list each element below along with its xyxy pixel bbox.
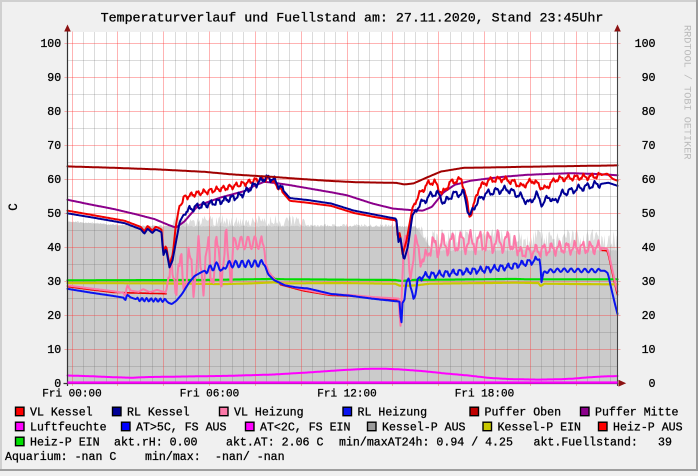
- svg-text:min/maxAT24h: 0.94 / 4.25: min/maxAT24h: 0.94 / 4.25: [339, 437, 513, 450]
- svg-text:Kessel-P EIN: Kessel-P EIN: [498, 422, 582, 435]
- svg-text:100: 100: [40, 38, 61, 51]
- svg-text:40: 40: [47, 242, 61, 255]
- svg-text:akt.AT: 2.06 C: akt.AT: 2.06 C: [226, 437, 323, 450]
- svg-text:Puffer Oben: Puffer Oben: [485, 407, 562, 420]
- svg-text:-nan/ -nan: -nan/ -nan: [215, 451, 285, 464]
- svg-text:Heiz-P AUS: Heiz-P AUS: [613, 422, 683, 435]
- svg-text:0: 0: [54, 378, 61, 391]
- svg-text:VL Heizung: VL Heizung: [234, 407, 304, 420]
- svg-text:70: 70: [642, 140, 656, 153]
- svg-text:70: 70: [47, 140, 61, 153]
- svg-text:Fri 00:00: Fri 00:00: [42, 389, 101, 401]
- svg-text:RL Kessel: RL Kessel: [127, 407, 190, 420]
- svg-text:Puffer Mitte: Puffer Mitte: [595, 407, 679, 420]
- svg-text:60: 60: [642, 174, 656, 187]
- svg-text:10: 10: [47, 344, 61, 357]
- svg-text:10: 10: [642, 344, 656, 357]
- svg-text:Kessel-P AUS: Kessel-P AUS: [382, 422, 466, 435]
- svg-text:min/max:: min/max:: [145, 451, 201, 464]
- svg-text:akt.rH: 0.00: akt.rH: 0.00: [114, 437, 198, 450]
- svg-text:VL Kessel: VL Kessel: [30, 407, 93, 420]
- svg-text:30: 30: [642, 276, 656, 289]
- svg-text:C: C: [7, 203, 21, 211]
- svg-text:80: 80: [47, 106, 61, 119]
- svg-text:Fri 12:00: Fri 12:00: [317, 389, 376, 401]
- svg-text:akt.Fuellstand:: akt.Fuellstand:: [534, 437, 638, 450]
- svg-text:50: 50: [642, 208, 656, 221]
- svg-text:20: 20: [47, 310, 61, 323]
- svg-text:Aquarium: -nan C: Aquarium: -nan C: [5, 451, 116, 464]
- svg-text:RRDTOOL / TOBI OETIKER: RRDTOOL / TOBI OETIKER: [681, 25, 693, 160]
- svg-text:50: 50: [47, 208, 61, 221]
- svg-text:90: 90: [47, 72, 61, 85]
- svg-text:AT>5C, FS AUS: AT>5C, FS AUS: [136, 422, 226, 435]
- svg-text:90: 90: [642, 72, 656, 85]
- svg-text:60: 60: [47, 174, 61, 187]
- svg-text:Luftfeuchte: Luftfeuchte: [30, 422, 107, 435]
- svg-text:39: 39: [658, 437, 672, 450]
- svg-text:Temperaturverlauf und Fuellsta: Temperaturverlauf und Fuellstand am: 27.…: [101, 11, 604, 26]
- svg-text:Heiz-P EIN: Heiz-P EIN: [30, 437, 100, 450]
- svg-text:30: 30: [47, 276, 61, 289]
- svg-text:20: 20: [642, 310, 656, 323]
- svg-text:Fri 18:00: Fri 18:00: [455, 389, 514, 401]
- svg-text:0: 0: [649, 378, 656, 391]
- svg-text:Fri 06:00: Fri 06:00: [180, 389, 239, 401]
- svg-text:80: 80: [642, 106, 656, 119]
- svg-text:100: 100: [635, 38, 656, 51]
- svg-text:AT<2C, FS EIN: AT<2C, FS EIN: [260, 422, 350, 435]
- svg-text:RL Heizung: RL Heizung: [358, 407, 428, 420]
- svg-text:40: 40: [642, 242, 656, 255]
